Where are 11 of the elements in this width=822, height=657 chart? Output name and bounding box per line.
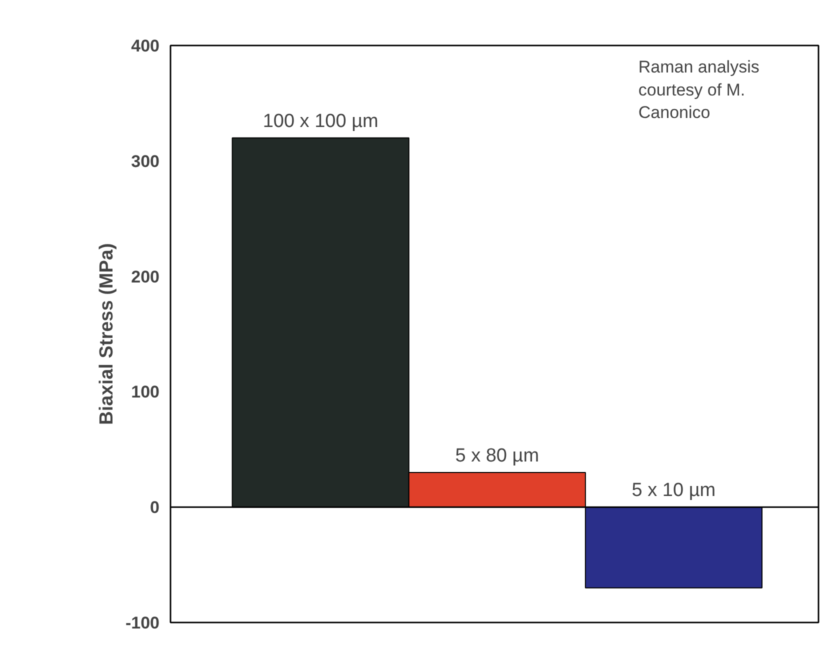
y-tick-label: 200 xyxy=(131,267,160,286)
y-axis-title: Biaxial Stress (MPa) xyxy=(96,243,118,425)
x-tick-label: 100 x 100 µm xyxy=(262,110,378,132)
y-tick-label: 0 xyxy=(150,498,160,518)
y-tick-label: -100 xyxy=(125,614,160,632)
x-tick-label: 5 x 10 µm xyxy=(632,480,716,502)
y-tick-label: 400 xyxy=(131,36,160,56)
annotation: Raman analysis courtesy of M. Canonico xyxy=(638,58,760,122)
y-tick-label: 300 xyxy=(131,152,160,171)
x-tick-label: 5 x 80 µm xyxy=(455,445,540,466)
y-tick-label: 100 xyxy=(131,382,160,402)
